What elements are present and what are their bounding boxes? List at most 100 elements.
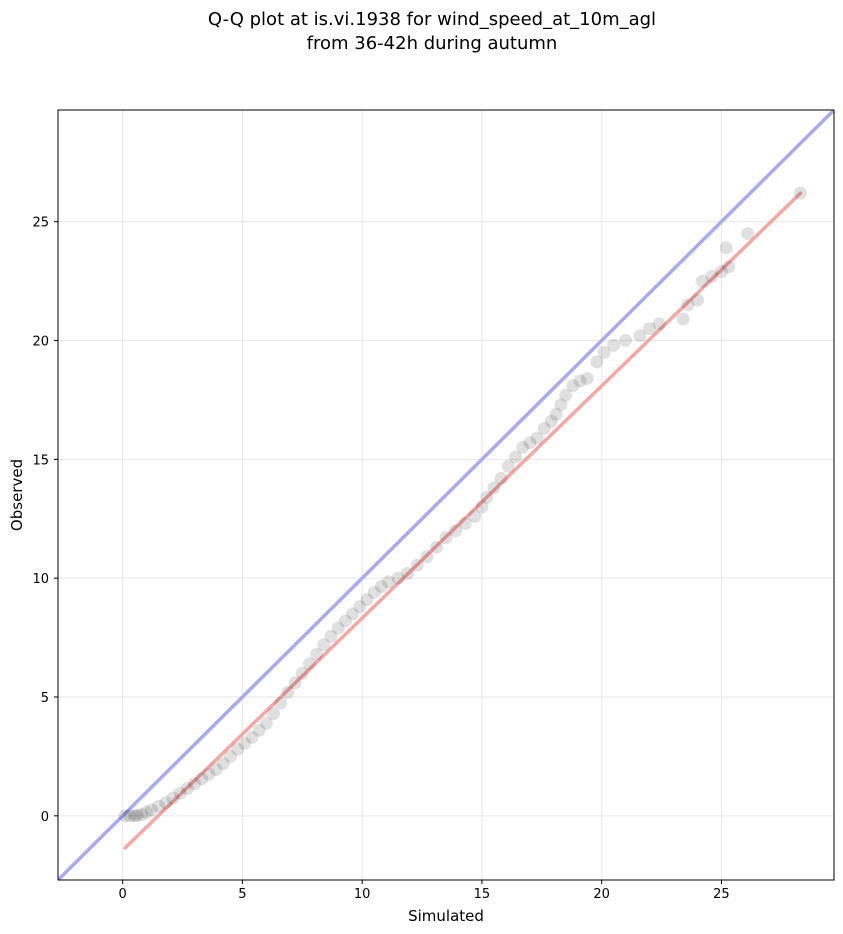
data-point <box>123 809 137 823</box>
data-point <box>231 742 245 756</box>
data-point <box>331 621 345 635</box>
x-tick-label: 25 <box>713 887 730 902</box>
y-tick-label: 10 <box>32 572 49 587</box>
data-point <box>549 407 563 421</box>
data-point <box>480 490 494 504</box>
axis-ticks: 0 5 10 15 20 25 0 5 10 15 20 25 <box>32 216 729 902</box>
plot-frame <box>57 109 835 881</box>
data-point <box>719 241 733 255</box>
data-point <box>530 431 544 445</box>
data-point <box>238 736 252 750</box>
data-point <box>288 676 302 690</box>
data-point <box>429 540 443 554</box>
data-point <box>420 550 434 564</box>
data-point <box>566 379 580 393</box>
x-tick-label: 15 <box>474 887 491 902</box>
x-tick-label: 10 <box>354 887 371 902</box>
data-point <box>324 629 338 643</box>
y-tick-label: 25 <box>32 216 49 231</box>
data-point <box>281 685 295 699</box>
data-point <box>516 440 530 454</box>
data-point <box>523 436 537 450</box>
data-point <box>302 657 316 671</box>
data-point <box>180 782 194 796</box>
data-point <box>705 269 719 283</box>
data-point <box>360 593 374 607</box>
data-points <box>118 186 807 823</box>
data-point <box>202 767 216 781</box>
data-point <box>676 312 690 326</box>
data-point <box>590 355 604 369</box>
data-point <box>188 777 202 791</box>
data-point <box>690 293 704 307</box>
data-point <box>410 558 424 572</box>
data-point <box>166 791 180 805</box>
data-point <box>267 707 281 721</box>
data-point <box>468 509 482 523</box>
data-point <box>144 803 158 817</box>
reference-lines <box>58 110 834 880</box>
data-point <box>544 414 558 428</box>
x-axis-label: Simulated <box>408 907 484 925</box>
y-axis-label: Observed <box>8 459 26 531</box>
x-tick-label: 0 <box>119 887 127 902</box>
y-tick-label: 5 <box>41 691 49 706</box>
data-point <box>714 265 728 279</box>
data-point <box>216 757 230 771</box>
data-point <box>317 638 331 652</box>
fit-line <box>123 191 803 850</box>
data-point <box>501 459 515 473</box>
data-point <box>643 322 657 336</box>
data-point <box>195 772 209 786</box>
y-tick-label: 20 <box>32 335 49 350</box>
identity-reference-line <box>58 110 834 880</box>
data-point <box>367 585 381 599</box>
data-point <box>487 481 501 495</box>
data-point <box>559 388 573 402</box>
data-point <box>382 575 396 589</box>
y-tick-label: 0 <box>41 810 49 825</box>
data-point <box>173 786 187 800</box>
data-point <box>353 600 367 614</box>
data-point <box>140 805 154 819</box>
x-tick-label: 20 <box>593 887 610 902</box>
data-point <box>223 749 237 763</box>
data-point <box>554 398 568 412</box>
data-point <box>274 696 288 710</box>
data-point <box>494 471 508 485</box>
data-point <box>475 500 489 514</box>
data-point <box>695 274 709 288</box>
data-point <box>338 614 352 628</box>
data-point <box>391 571 405 585</box>
data-point <box>580 372 594 386</box>
data-point <box>741 227 755 241</box>
data-point <box>128 809 142 823</box>
data-point <box>793 186 807 200</box>
data-point <box>310 647 324 661</box>
grid-lines <box>58 110 834 880</box>
data-point <box>252 723 266 737</box>
data-point <box>652 317 666 331</box>
data-point <box>401 566 415 580</box>
data-point <box>135 808 149 822</box>
data-point <box>209 762 223 776</box>
data-point <box>346 607 360 621</box>
data-point <box>619 334 633 348</box>
data-point <box>118 809 132 823</box>
data-point <box>259 716 273 730</box>
data-point <box>681 298 695 312</box>
data-point <box>295 666 309 680</box>
data-point <box>607 338 621 352</box>
data-point <box>633 329 647 343</box>
data-point <box>597 345 611 359</box>
data-point <box>573 374 587 388</box>
data-point <box>722 260 736 274</box>
chart-title-line-1: Q-Q plot at is.vi.1938 for wind_speed_at… <box>208 9 656 30</box>
data-point <box>159 796 173 810</box>
data-point <box>449 524 463 538</box>
data-point <box>374 579 388 593</box>
data-point <box>245 730 259 744</box>
data-point <box>508 450 522 464</box>
data-point <box>458 517 472 531</box>
